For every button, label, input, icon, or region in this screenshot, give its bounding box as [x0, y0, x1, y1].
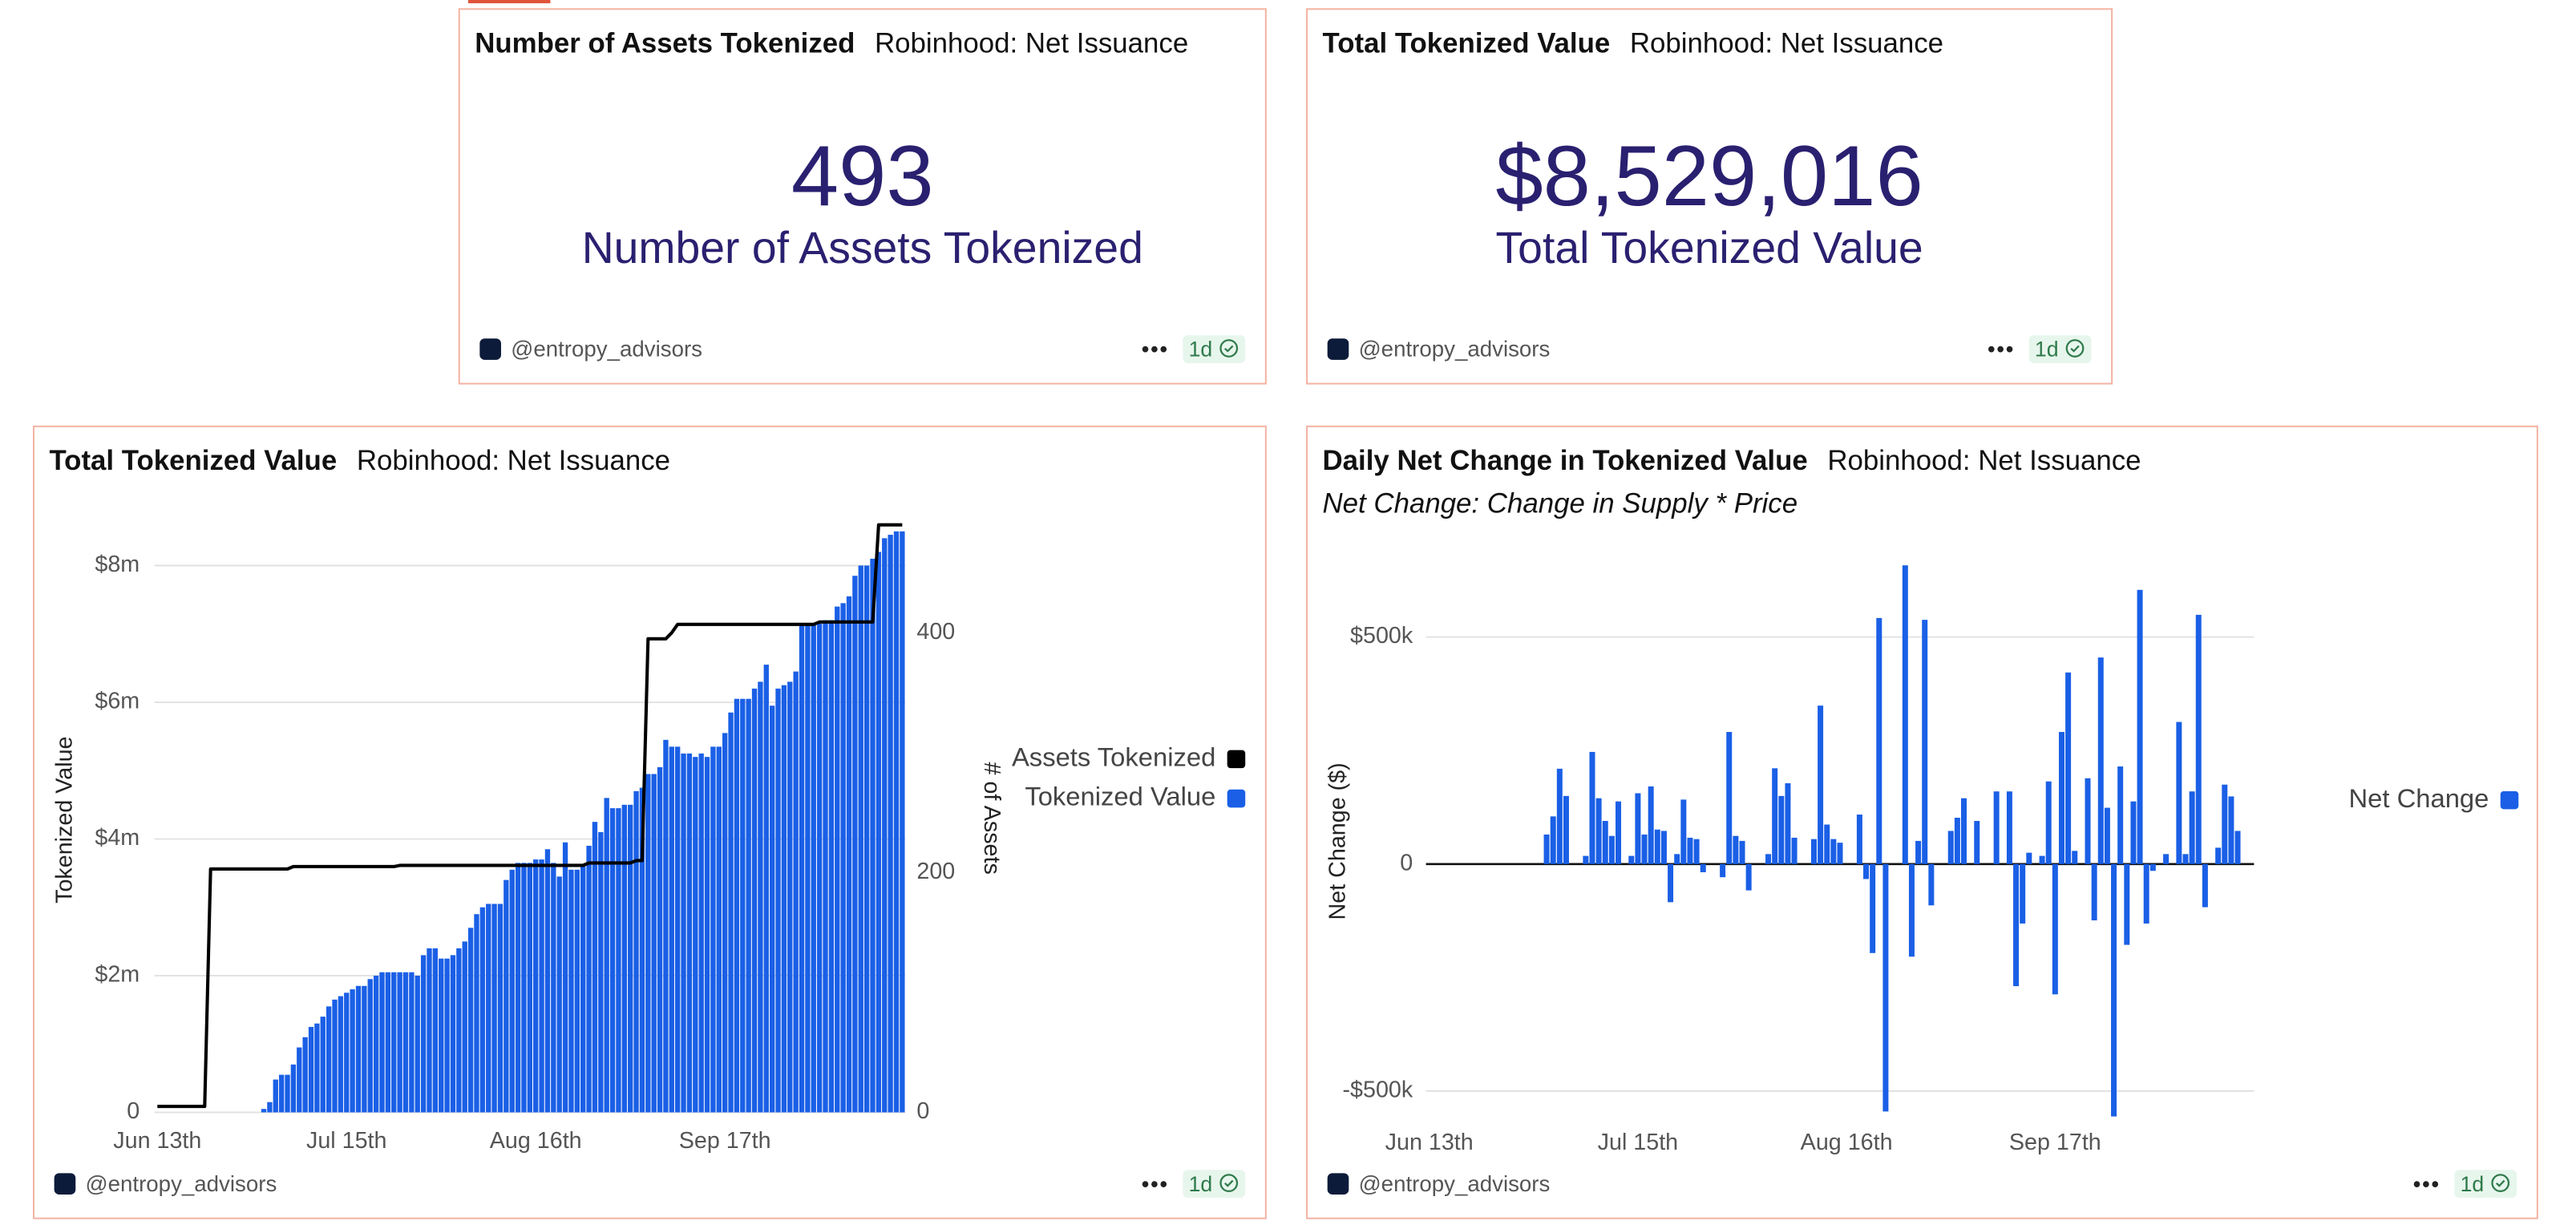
refresh-badge: 1d — [2453, 1169, 2517, 1198]
refresh-badge: 1d — [1182, 1169, 1246, 1198]
menu-button[interactable]: ••• — [1141, 1170, 1169, 1196]
tab-indicator — [467, 0, 551, 4]
counter: 493 Number of Assets Tokenized — [460, 131, 1265, 273]
counter-card: Number of Assets Tokenized Robinhood: Net… — [458, 8, 1267, 385]
card-title: Total Tokenized Value — [1322, 27, 1611, 59]
chart-card: Total Tokenized Value Robinhood: Net Issu… — [32, 425, 1267, 1219]
counter-value: $8,529,016 — [1495, 129, 1923, 225]
card-header: Number of Assets Tokenized Robinhood: Net… — [475, 28, 1188, 61]
menu-button[interactable]: ••• — [2412, 1170, 2441, 1196]
age: 1d — [1188, 1170, 1213, 1196]
author[interactable]: @entropy_advisors — [1358, 336, 1551, 361]
counter-value: 493 — [791, 129, 934, 225]
author[interactable]: @entropy_advisors — [1358, 1170, 1551, 1196]
chart-subtitle: Robinhood: Net Issuance — [356, 445, 671, 477]
card-header: Daily Net Change in Tokenized Value Robin… — [1323, 445, 2141, 478]
card-footer: @entropy_advisors ••• 1d — [479, 332, 1246, 365]
card-footer: @entropy_advisors ••• 1d — [1327, 1166, 2517, 1199]
refresh-badge: 1d — [1182, 334, 1246, 362]
card-subtitle: Robinhood: Net Issuance — [875, 27, 1189, 59]
chart-title: Total Tokenized Value — [49, 445, 338, 477]
chart-note: Net Change: Change in Supply * Price — [1322, 487, 1798, 519]
age: 1d — [1188, 336, 1213, 361]
chart-subtitle: Robinhood: Net Issuance — [1827, 445, 2141, 477]
check-icon — [1219, 1174, 1239, 1193]
menu-button[interactable]: ••• — [1141, 336, 1169, 361]
counter-label: Total Tokenized Value — [1495, 223, 1923, 273]
counter-card: Total Tokenized Value Robinhood: Net Issu… — [1306, 8, 2113, 385]
age: 1d — [2460, 1170, 2485, 1196]
card-title: Number of Assets Tokenized — [475, 27, 855, 59]
card-footer: @entropy_advisors ••• 1d — [54, 1166, 1246, 1199]
author[interactable]: @entropy_advisors — [511, 336, 703, 361]
card-footer: @entropy_advisors ••• 1d — [1327, 332, 2092, 365]
counter-label: Number of Assets Tokenized — [581, 223, 1143, 273]
check-icon — [2491, 1174, 2510, 1193]
menu-button[interactable]: ••• — [1988, 336, 2016, 361]
author-avatar — [1327, 1172, 1349, 1194]
author-avatar — [54, 1172, 76, 1194]
card-subtitle: Robinhood: Net Issuance — [1629, 27, 1944, 59]
chart-title: Daily Net Change in Tokenized Value — [1322, 445, 1808, 477]
card-header: Total Tokenized Value Robinhood: Net Issu… — [49, 445, 670, 478]
refresh-badge: 1d — [2028, 334, 2092, 362]
card-header: Total Tokenized Value Robinhood: Net Issu… — [1323, 28, 1944, 61]
author-avatar — [479, 338, 501, 359]
age: 1d — [2034, 336, 2059, 361]
author[interactable]: @entropy_advisors — [85, 1170, 277, 1196]
author-avatar — [1327, 338, 1349, 359]
check-icon — [1219, 339, 1239, 358]
counter: $8,529,016 Total Tokenized Value — [1308, 131, 2111, 273]
check-icon — [2065, 339, 2085, 358]
chart-card: Daily Net Change in Tokenized Value Robin… — [1306, 425, 2538, 1219]
